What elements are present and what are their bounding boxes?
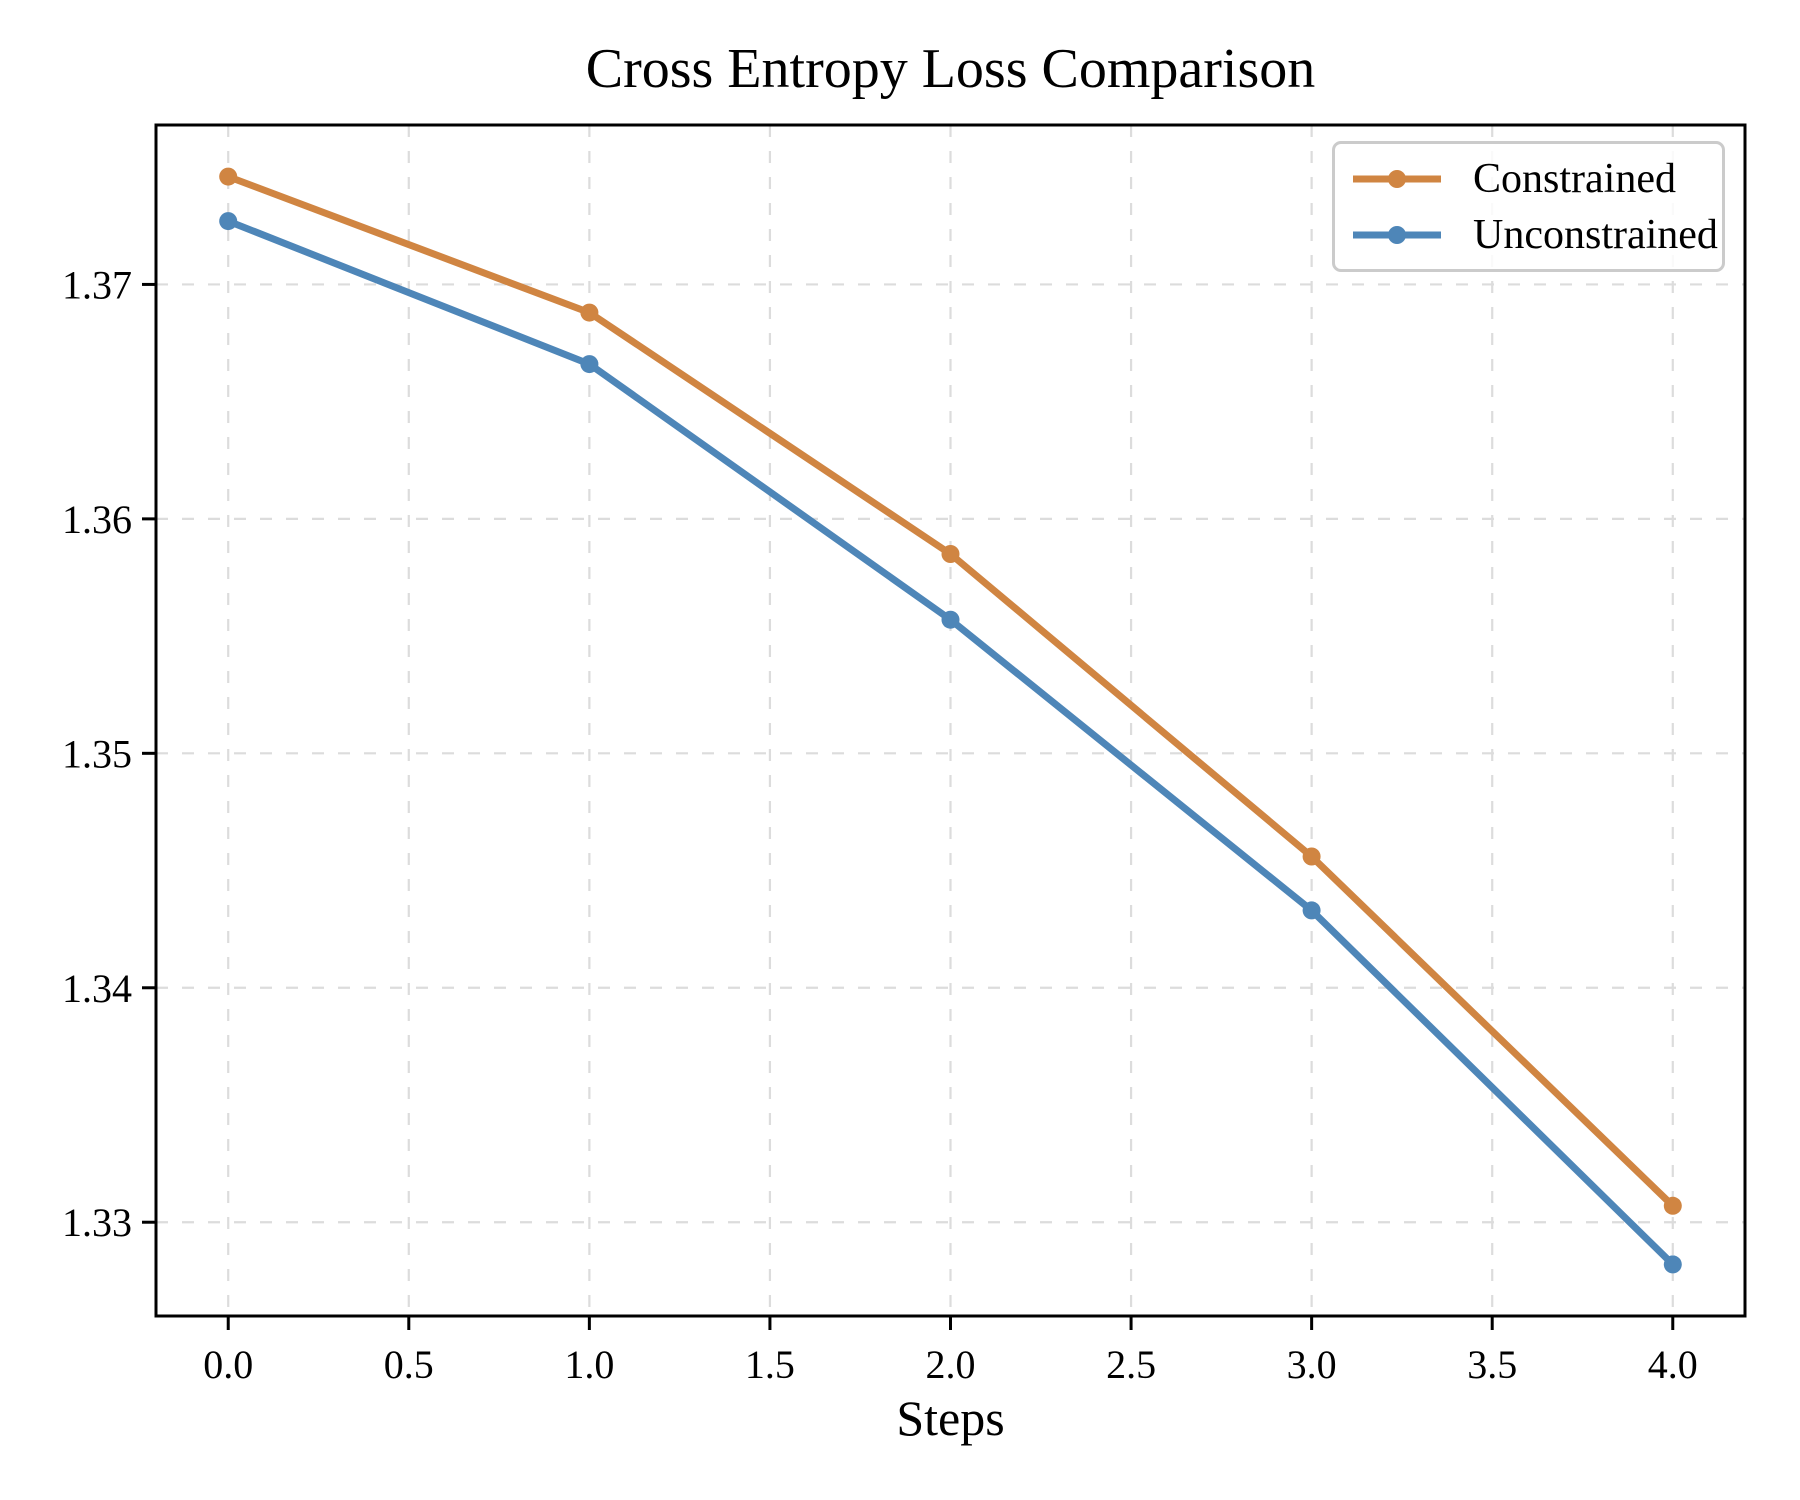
legend-label-unconstrained: Unconstrained	[1473, 211, 1718, 258]
legend-item-unconstrained: Unconstrained	[1347, 214, 1722, 256]
data-point-unconstrained-1	[580, 355, 599, 374]
axes: 1.33 1.34 1.35 1.36 1.37 0.0 0.5 1.0 1.5 2.0 2.5 3.…	[62, 123, 1747, 1387]
data-point-unconstrained-0	[219, 212, 238, 231]
x-tick-label: 1.5	[745, 1342, 795, 1387]
legend: Constrained Unconstrained	[1332, 141, 1725, 272]
legend-swatch-unconstrained	[1353, 225, 1441, 244]
legend-item-constrained: Constrained	[1347, 158, 1722, 200]
x-tick-label: 3.5	[1467, 1342, 1517, 1387]
plot-border	[154, 123, 1747, 1318]
data-point-unconstrained-4	[1663, 1255, 1682, 1274]
data-point-unconstrained-2	[941, 610, 960, 629]
x-tick-label: 1.0	[564, 1342, 614, 1387]
x-tick-label: 2.5	[1106, 1342, 1156, 1387]
legend-swatch-constrained	[1353, 169, 1441, 188]
x-tick-label: 2.0	[926, 1342, 976, 1387]
x-tick-label: 0.5	[384, 1342, 434, 1387]
legend-label-constrained: Constrained	[1473, 155, 1676, 202]
y-tick-label: 1.34	[62, 966, 132, 1011]
legend-marker-icon	[1388, 169, 1406, 188]
data-point-constrained-0	[219, 167, 238, 186]
data-point-constrained-3	[1302, 847, 1321, 866]
y-tick-label: 1.35	[62, 731, 132, 776]
y-tick-label: 1.36	[62, 497, 132, 542]
series-line-unconstrained	[224, 217, 1677, 1268]
y-tick-label: 1.37	[62, 262, 132, 307]
gridlines	[156, 125, 1745, 1316]
data-point-constrained-2	[941, 545, 960, 563]
legend-marker-icon	[1388, 225, 1406, 244]
data-point-constrained-1	[580, 303, 599, 322]
series	[219, 167, 1682, 1274]
x-tick-label: 0.0	[203, 1342, 253, 1387]
x-axis-label: Steps	[896, 1390, 1005, 1446]
data-point-unconstrained-3	[1302, 901, 1321, 920]
y-tick-label: 1.33	[62, 1200, 132, 1245]
data-point-constrained-4	[1663, 1196, 1682, 1215]
x-tick-label: 3.0	[1287, 1342, 1337, 1387]
x-tick-label: 4.0	[1648, 1342, 1698, 1387]
chart-title: Cross Entropy Loss Comparison	[585, 38, 1316, 100]
